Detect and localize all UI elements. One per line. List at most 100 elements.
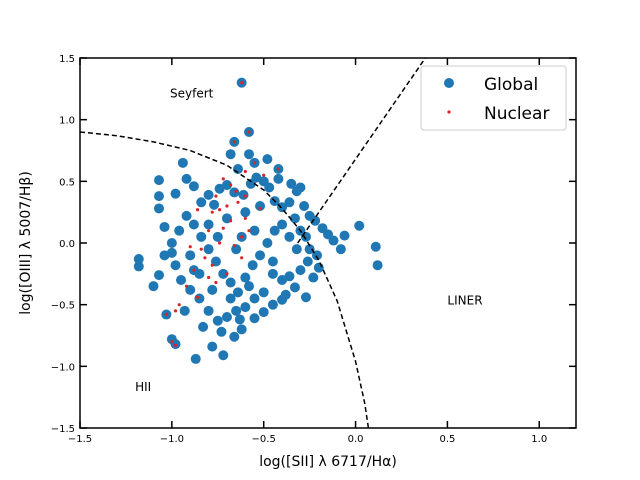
nuclear-point-9: [234, 189, 238, 193]
nuclear-point-2: [232, 140, 236, 144]
global-point-125: [159, 250, 170, 261]
global-point-38: [170, 188, 181, 199]
legend: Global Nuclear: [420, 65, 567, 131]
global-point-100: [249, 225, 260, 236]
global-point-56: [284, 197, 295, 208]
nuclear-point-26: [188, 245, 192, 249]
global-point-62: [295, 265, 306, 276]
global-point-80: [188, 219, 199, 230]
global-point-107: [267, 299, 278, 310]
y-tick-label-3: 0.0: [59, 239, 75, 250]
nuclear-point-0: [240, 81, 244, 85]
global-point-117: [225, 149, 236, 160]
x-tick-label-2: −0.5: [252, 434, 276, 445]
global-point-26: [190, 353, 201, 364]
global-point-40: [181, 173, 192, 184]
global-point-114: [216, 326, 227, 337]
global-point-93: [284, 231, 295, 242]
global-point-43: [203, 189, 214, 200]
nuclear-point-12: [236, 200, 240, 204]
global-point-87: [240, 272, 251, 283]
y-tick-label-1: −1.0: [51, 362, 75, 373]
global-point-70: [221, 312, 232, 322]
nuclear-point-1: [247, 130, 251, 134]
global-point-20: [258, 307, 269, 318]
legend-label-global: Global: [484, 75, 538, 95]
nuclear-point-31: [184, 284, 189, 288]
global-point-94: [291, 244, 302, 255]
global-point-90: [262, 238, 273, 248]
global-point-120: [317, 223, 328, 234]
global-point-33: [153, 203, 164, 214]
nuclear-point-33: [206, 275, 211, 280]
nuclear-point-20: [221, 226, 225, 230]
global-point-105: [255, 201, 266, 211]
x-tick-label-4: 0.5: [439, 434, 455, 445]
global-point-31: [133, 254, 144, 265]
global-point-110: [207, 284, 218, 295]
global-point-16: [308, 272, 319, 283]
nuclear-point-41: [247, 229, 251, 233]
global-point-78: [174, 225, 185, 236]
global-point-8: [299, 201, 310, 211]
nuclear-point-8: [221, 177, 225, 181]
global-point-106: [280, 289, 291, 300]
region-label-seyfert: Seyfert: [170, 87, 214, 101]
global-point-64: [277, 275, 288, 285]
nuclear-point-16: [195, 208, 200, 212]
global-point-37: [166, 238, 177, 248]
x-tick-label-0: −1.5: [68, 434, 92, 445]
global-point-4: [262, 154, 273, 165]
global-point-60: [304, 244, 315, 255]
nuclear-point-36: [164, 312, 168, 317]
nuclear-point-10: [214, 194, 218, 198]
global-point-30: [153, 270, 164, 281]
global-point-91: [269, 225, 280, 236]
x-tick-label-1: −1.0: [160, 434, 184, 445]
global-point-44: [209, 199, 220, 210]
global-point-57: [289, 213, 300, 224]
global-point-41: [188, 181, 199, 192]
nuclear-point-38: [173, 343, 178, 347]
global-point-28: [166, 334, 177, 345]
x-axis-label: log([SII] λ 6717/Hα): [259, 454, 397, 470]
global-point-6: [286, 178, 297, 189]
global-point-53: [264, 182, 275, 193]
global-point-85: [225, 277, 236, 288]
boundary-curve-0: [80, 131, 370, 428]
global-point-124: [339, 230, 350, 241]
nuclear-point-37: [170, 340, 174, 344]
nuclear-point-4: [276, 167, 280, 171]
global-point-15: [370, 241, 381, 252]
global-point-113: [198, 321, 209, 332]
global-point-108: [244, 281, 255, 292]
global-point-67: [249, 293, 260, 304]
global-point-97: [203, 219, 214, 230]
global-point-71: [212, 315, 223, 326]
global-point-118: [273, 173, 284, 184]
nuclear-point-17: [258, 206, 262, 211]
global-point-36: [159, 221, 170, 232]
global-point-123: [304, 210, 315, 221]
nuclear-point-6: [262, 173, 266, 177]
legend-marker-nuclear: [447, 110, 451, 114]
y-tick-label-5: 1.0: [59, 116, 75, 127]
nuclear-point-24: [218, 241, 222, 245]
x-tick-label-5: 1.0: [531, 434, 547, 445]
global-point-13: [354, 220, 365, 231]
nuclear-point-11: [243, 194, 247, 198]
region-label-liner: LINER: [447, 294, 482, 308]
nuclear-point-19: [229, 219, 233, 223]
global-point-79: [181, 210, 192, 221]
global-point-21: [249, 313, 260, 324]
global-point-39: [177, 157, 188, 168]
y-tick-label-2: −0.5: [51, 301, 75, 312]
nuclear-point-32: [195, 295, 200, 299]
global-point-73: [194, 293, 205, 304]
nuclear-point-5: [243, 169, 247, 174]
nuclear-point-25: [199, 247, 203, 251]
nuclear-point-40: [240, 256, 244, 260]
global-point-82: [203, 244, 214, 255]
global-point-122: [313, 262, 324, 273]
